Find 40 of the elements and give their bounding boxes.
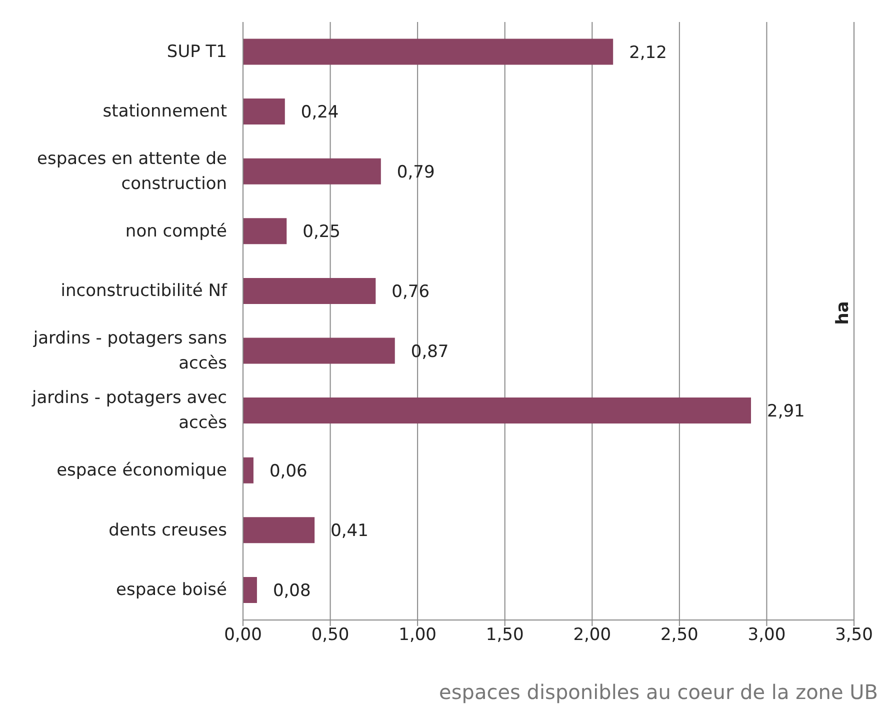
y-tick-label: jardins - potagers sans accès bbox=[32, 328, 228, 374]
x-tick-label: 1,00 bbox=[398, 625, 436, 646]
bar bbox=[243, 457, 254, 484]
y-tick-label: espace économique bbox=[56, 460, 227, 480]
y-tick-label: SUP T1 bbox=[166, 42, 227, 62]
bar bbox=[243, 278, 376, 304]
data-label: 0,25 bbox=[302, 222, 340, 242]
x-tick-label: 0,50 bbox=[311, 625, 350, 646]
data-label: 0,24 bbox=[300, 102, 339, 123]
data-label: 0,41 bbox=[330, 521, 368, 542]
y-tick-label: stationnement bbox=[102, 101, 228, 122]
data-label: 0,79 bbox=[396, 162, 435, 182]
bar bbox=[243, 158, 381, 184]
x-axis-title: espaces disponibles au coeur de la zone UB bbox=[439, 680, 878, 704]
y-axis-title: ha bbox=[832, 301, 853, 325]
x-tick-label: 3,00 bbox=[748, 625, 786, 646]
x-tick-label: 3,50 bbox=[835, 625, 873, 646]
bar bbox=[243, 218, 287, 244]
bar bbox=[243, 517, 315, 544]
data-label: 0,76 bbox=[392, 282, 430, 302]
data-label: 0,06 bbox=[269, 461, 308, 482]
x-tick-label: 2,50 bbox=[660, 625, 698, 646]
data-label: 0,87 bbox=[410, 342, 449, 362]
data-label: 0,08 bbox=[272, 580, 311, 601]
data-label: 2,12 bbox=[629, 42, 667, 63]
y-tick-label: non compté bbox=[125, 220, 227, 241]
bar bbox=[243, 338, 395, 364]
y-tick-label: inconstructibilité Nf bbox=[60, 280, 228, 301]
x-tick-label: 2,00 bbox=[573, 625, 612, 646]
y-tick-label: dents creuses bbox=[108, 520, 228, 540]
y-tick-label: espaces en attente de construction bbox=[37, 148, 227, 194]
bar bbox=[243, 398, 752, 424]
bar bbox=[243, 38, 614, 65]
x-tick-label: 1,50 bbox=[486, 625, 524, 646]
bar bbox=[243, 576, 257, 603]
y-tick-label: espace boisé bbox=[116, 580, 227, 600]
y-tick-label: jardins - potagers avec accès bbox=[31, 388, 228, 433]
x-tick-label: 0,00 bbox=[224, 625, 262, 646]
bar bbox=[243, 98, 285, 125]
data-label: 2,91 bbox=[767, 402, 805, 422]
